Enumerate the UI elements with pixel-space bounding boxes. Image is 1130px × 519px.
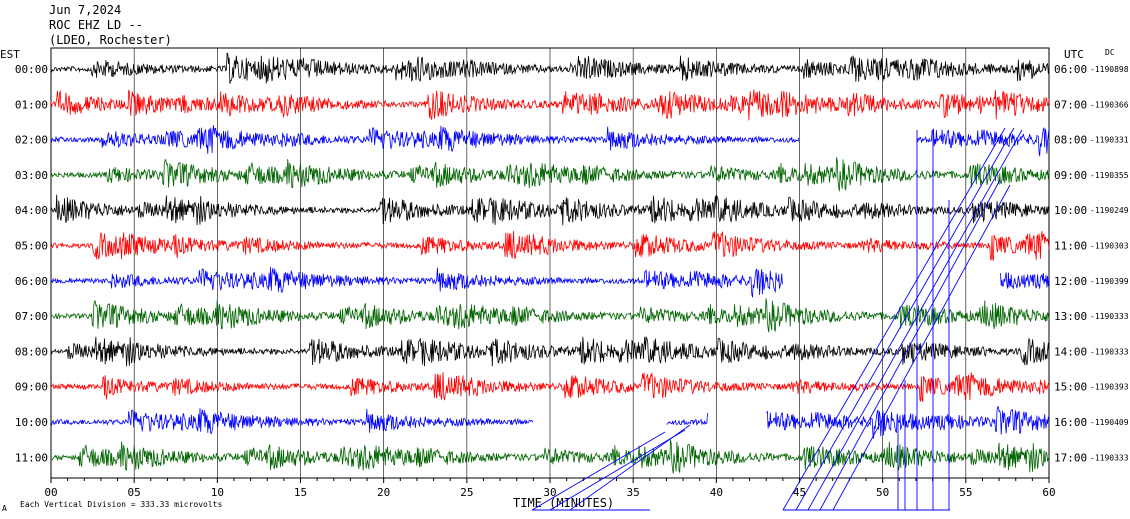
row-dc-offset: -1190333 [1090, 453, 1129, 462]
row-label-est: 10:00 [15, 416, 48, 429]
row-label-est: 01:00 [15, 98, 48, 111]
vertical-division-note: Each Vertical Division = 333.33 microvol… [20, 500, 223, 509]
row-label-utc: 10:00 [1054, 204, 1087, 217]
artifact-diagonal-line [807, 129, 1023, 511]
trace-0600 [50, 266, 1050, 298]
x-tick-label-35: 35 [627, 486, 640, 499]
x-tick-label-55: 55 [959, 486, 972, 499]
trace-1000 [50, 406, 1050, 439]
row-dc-offset: -1190366 [1090, 100, 1129, 109]
x-tick-label-30: 30 [543, 486, 556, 499]
row-label-utc: 07:00 [1054, 98, 1087, 111]
dc-label: DC [1105, 48, 1115, 57]
row-label-utc: 16:00 [1054, 416, 1087, 429]
row-label-utc: 08:00 [1054, 134, 1087, 147]
trace-0500 [50, 230, 1050, 262]
x-tick-label-05: 05 [128, 486, 141, 499]
right-timezone-label: UTC [1064, 48, 1084, 61]
x-tick-label-20: 20 [377, 486, 390, 499]
x-tick-label-50: 50 [876, 486, 889, 499]
row-label-utc: 14:00 [1054, 345, 1087, 358]
x-tick-label-25: 25 [460, 486, 473, 499]
row-label-est: 07:00 [15, 310, 48, 323]
row-label-utc: 13:00 [1054, 310, 1087, 323]
row-dc-offset: -1190333 [1090, 312, 1129, 321]
row-label-est: 04:00 [15, 204, 48, 217]
row-label-est: 02:00 [15, 134, 48, 147]
artifact-diagonal-line [795, 127, 1015, 511]
trace-0100 [50, 89, 1050, 121]
row-label-est: 11:00 [15, 451, 48, 464]
row-dc-offset: -1190333 [1090, 347, 1129, 356]
x-tick-label-15: 15 [294, 486, 307, 499]
row-label-est: 03:00 [15, 169, 48, 182]
trace-0700 [50, 298, 1050, 333]
footer-corner-mark: A [2, 504, 7, 513]
trace-0800 [50, 335, 1050, 367]
left-timezone-label: EST [0, 48, 20, 61]
row-dc-offset: -1190409 [1090, 418, 1129, 427]
trace-1100 [50, 439, 1050, 474]
x-tick-label-60: 60 [1042, 486, 1055, 499]
row-dc-offset: -1190355 [1090, 171, 1129, 180]
x-tick-label-40: 40 [710, 486, 723, 499]
row-label-est: 05:00 [15, 240, 48, 253]
row-label-est: 09:00 [15, 381, 48, 394]
row-label-utc: 06:00 [1054, 63, 1087, 76]
artifact-diagonal-line [531, 431, 666, 511]
row-label-est: 00:00 [15, 63, 48, 76]
row-dc-offset: -1190399 [1090, 277, 1129, 286]
artifact-diagonal-line [569, 424, 691, 511]
trace-0400 [50, 194, 1050, 226]
row-label-utc: 11:00 [1054, 240, 1087, 253]
artifact-diagonal-line [832, 184, 1011, 511]
row-dc-offset: -1190249 [1090, 206, 1129, 215]
artifact-diagonal-line [819, 179, 1001, 511]
trace-0900 [50, 372, 1050, 403]
artifact-diagonal-line [549, 429, 686, 511]
row-label-utc: 15:00 [1054, 381, 1087, 394]
trace-0200 [50, 125, 1050, 157]
x-tick-label-45: 45 [793, 486, 806, 499]
row-dc-offset: -1190331 [1090, 136, 1129, 145]
plot-header: Jun 7,2024 ROC EHZ LD -- (LDEO, Rocheste… [49, 3, 172, 48]
row-dc-offset: -1190898 [1090, 65, 1129, 74]
artifact-diagonal-line [782, 127, 1006, 511]
row-label-est: 08:00 [15, 345, 48, 358]
trace-0000 [50, 52, 1050, 84]
network-label: (LDEO, Rochester) [49, 33, 172, 47]
station-label: ROC EHZ LD -- [49, 18, 143, 32]
x-tick-label-10: 10 [211, 486, 224, 499]
row-label-utc: 17:00 [1054, 451, 1087, 464]
row-label-est: 06:00 [15, 275, 48, 288]
trace-0300 [50, 157, 1050, 192]
row-label-utc: 12:00 [1054, 275, 1087, 288]
row-label-utc: 09:00 [1054, 169, 1087, 182]
date-label: Jun 7,2024 [49, 3, 122, 17]
row-dc-offset: -1190303 [1090, 242, 1129, 251]
row-dc-offset: -1190393 [1090, 383, 1129, 392]
x-tick-label-00: 00 [44, 486, 57, 499]
